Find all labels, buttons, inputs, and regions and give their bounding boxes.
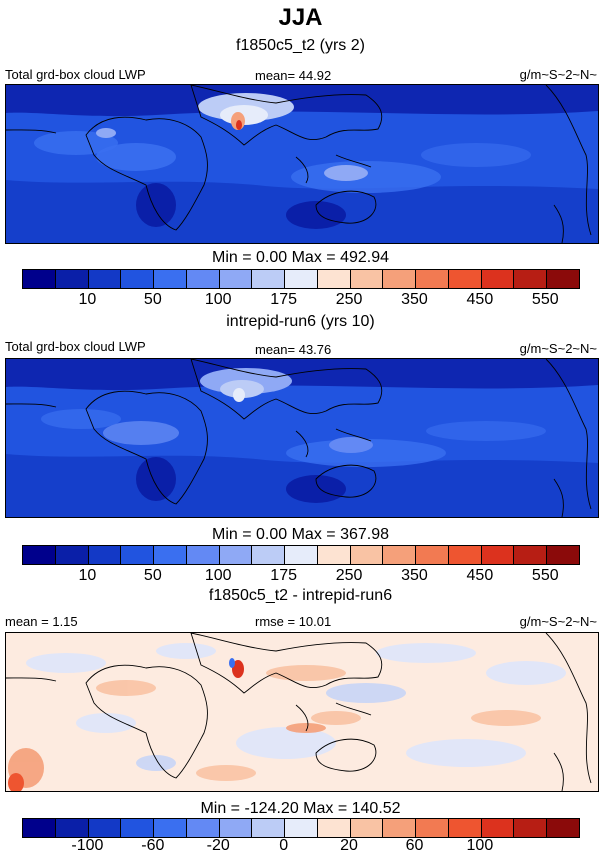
colorbar-tick-label: 175 [270, 567, 297, 584]
colorbar-tick-label: 10 [78, 567, 97, 584]
colorbar-bin [55, 819, 89, 837]
colorbar-bin [186, 819, 220, 837]
colorbar-bin [448, 546, 482, 564]
colorbar-bin [154, 270, 187, 288]
panel2-map [5, 358, 599, 518]
colorbar-tick-label: 450 [466, 567, 494, 584]
colorbar-tick-label: -60 [141, 837, 165, 854]
panel2-mean-label: mean= 43.76 [255, 342, 332, 357]
panel3-units-label: g/m~S~2~N~ [519, 614, 597, 629]
panel1-title: f1850c5_t2 (yrs 2) [236, 37, 365, 54]
colorbar-bin [285, 819, 318, 837]
colorbar-bin [416, 819, 449, 837]
panel3-map [5, 632, 599, 792]
colorbar-tick-label: 100 [204, 567, 232, 584]
panel1-variable-label: Total grd-box cloud LWP [5, 67, 146, 82]
panel3-title: f1850c5_t2 - intrepid-run6 [208, 587, 393, 604]
colorbar-tick-label: -20 [206, 837, 230, 854]
colorbar-bin [186, 546, 220, 564]
colorbar-bin [481, 270, 515, 288]
panel1-colorbar-ticks: 10 50 100 175 250 350 450 550 [22, 291, 578, 311]
colorbar-bin [481, 546, 515, 564]
colorbar-bin [317, 270, 351, 288]
panel3-colorbar-ticks: -100 -60 -20 0 20 60 100 [22, 837, 578, 857]
colorbar-bin [252, 546, 286, 564]
colorbar-bin [285, 546, 318, 564]
colorbar-bin [285, 270, 318, 288]
colorbar-tick-label: 100 [466, 837, 494, 854]
colorbar-bin [514, 270, 548, 288]
panel3-minmax: Min = -124.20 Max = 140.52 [200, 800, 401, 817]
colorbar-bin [317, 546, 351, 564]
colorbar-bin [154, 546, 187, 564]
colorbar-bin [88, 270, 122, 288]
colorbar-bin [481, 819, 515, 837]
colorbar-tick-label: -100 [71, 837, 104, 854]
colorbar-bin [154, 819, 187, 837]
colorbar-tick-label: 350 [401, 291, 428, 308]
panel3-mean-label: mean = 1.15 [5, 614, 78, 629]
colorbar-bin [547, 819, 580, 837]
colorbar-bin [416, 270, 449, 288]
colorbar-bin [383, 819, 417, 837]
colorbar-bin [121, 819, 155, 837]
colorbar-tick-label: 100 [204, 291, 232, 308]
colorbar-tick-label: 20 [340, 837, 358, 854]
colorbar-tick-label: 60 [405, 837, 424, 854]
colorbar-tick-label: 250 [335, 291, 363, 308]
figure-title: JJA [278, 4, 323, 31]
colorbar-bin [547, 270, 580, 288]
colorbar-bin [186, 270, 220, 288]
colorbar-tick-label: 450 [466, 291, 494, 308]
colorbar-bin [219, 546, 253, 564]
colorbar-bin [121, 546, 155, 564]
panel1-minmax: Min = 0.00 Max = 492.94 [212, 249, 389, 266]
colorbar-tick-label: 175 [270, 291, 297, 308]
colorbar-bin [219, 819, 253, 837]
panel2-colorbar [22, 545, 580, 565]
colorbar-tick-label: 550 [531, 291, 559, 308]
panel2-title: intrepid-run6 (yrs 10) [226, 313, 375, 330]
colorbar-bin [416, 546, 449, 564]
colorbar-bin [547, 546, 580, 564]
colorbar-bin [514, 546, 548, 564]
colorbar-tick-label: 50 [143, 291, 162, 308]
colorbar-bin [383, 546, 417, 564]
colorbar-bin [55, 546, 89, 564]
colorbar-bin [448, 819, 482, 837]
colorbar-bin [383, 270, 417, 288]
colorbar-tick-label: 550 [531, 567, 559, 584]
colorbar-tick-label: 50 [143, 567, 162, 584]
colorbar-bin [88, 819, 122, 837]
panel2-units-label: g/m~S~2~N~ [519, 341, 597, 356]
colorbar-bin [219, 270, 253, 288]
colorbar-bin [514, 819, 548, 837]
panel1-colorbar [22, 269, 580, 289]
colorbar-bin [350, 819, 384, 837]
panel3-colorbar [22, 818, 580, 838]
colorbar-bin [121, 270, 155, 288]
colorbar-bin [317, 819, 351, 837]
colorbar-tick-label: 0 [279, 837, 289, 854]
colorbar-bin [88, 546, 122, 564]
colorbar-bin [448, 270, 482, 288]
panel3-rmse-label: rmse = 10.01 [255, 614, 332, 629]
panel2-variable-label: Total grd-box cloud LWP [5, 339, 146, 354]
panel2-minmax: Min = 0.00 Max = 367.98 [212, 526, 389, 543]
colorbar-tick-label: 250 [335, 567, 363, 584]
colorbar-bin [252, 819, 286, 837]
colorbar-bin [350, 270, 384, 288]
colorbar-bin [23, 819, 56, 837]
panel1-mean-label: mean= 44.92 [255, 68, 332, 83]
colorbar-bin [350, 546, 384, 564]
panel1-map [5, 84, 599, 244]
colorbar-tick-label: 350 [401, 567, 428, 584]
panel1-units-label: g/m~S~2~N~ [519, 67, 597, 82]
colorbar-bin [23, 546, 56, 564]
colorbar-bin [55, 270, 89, 288]
colorbar-tick-label: 10 [78, 291, 97, 308]
colorbar-bin [23, 270, 56, 288]
panel2-colorbar-ticks: 10 50 100 175 250 350 450 550 [22, 567, 578, 587]
colorbar-bin [252, 270, 286, 288]
